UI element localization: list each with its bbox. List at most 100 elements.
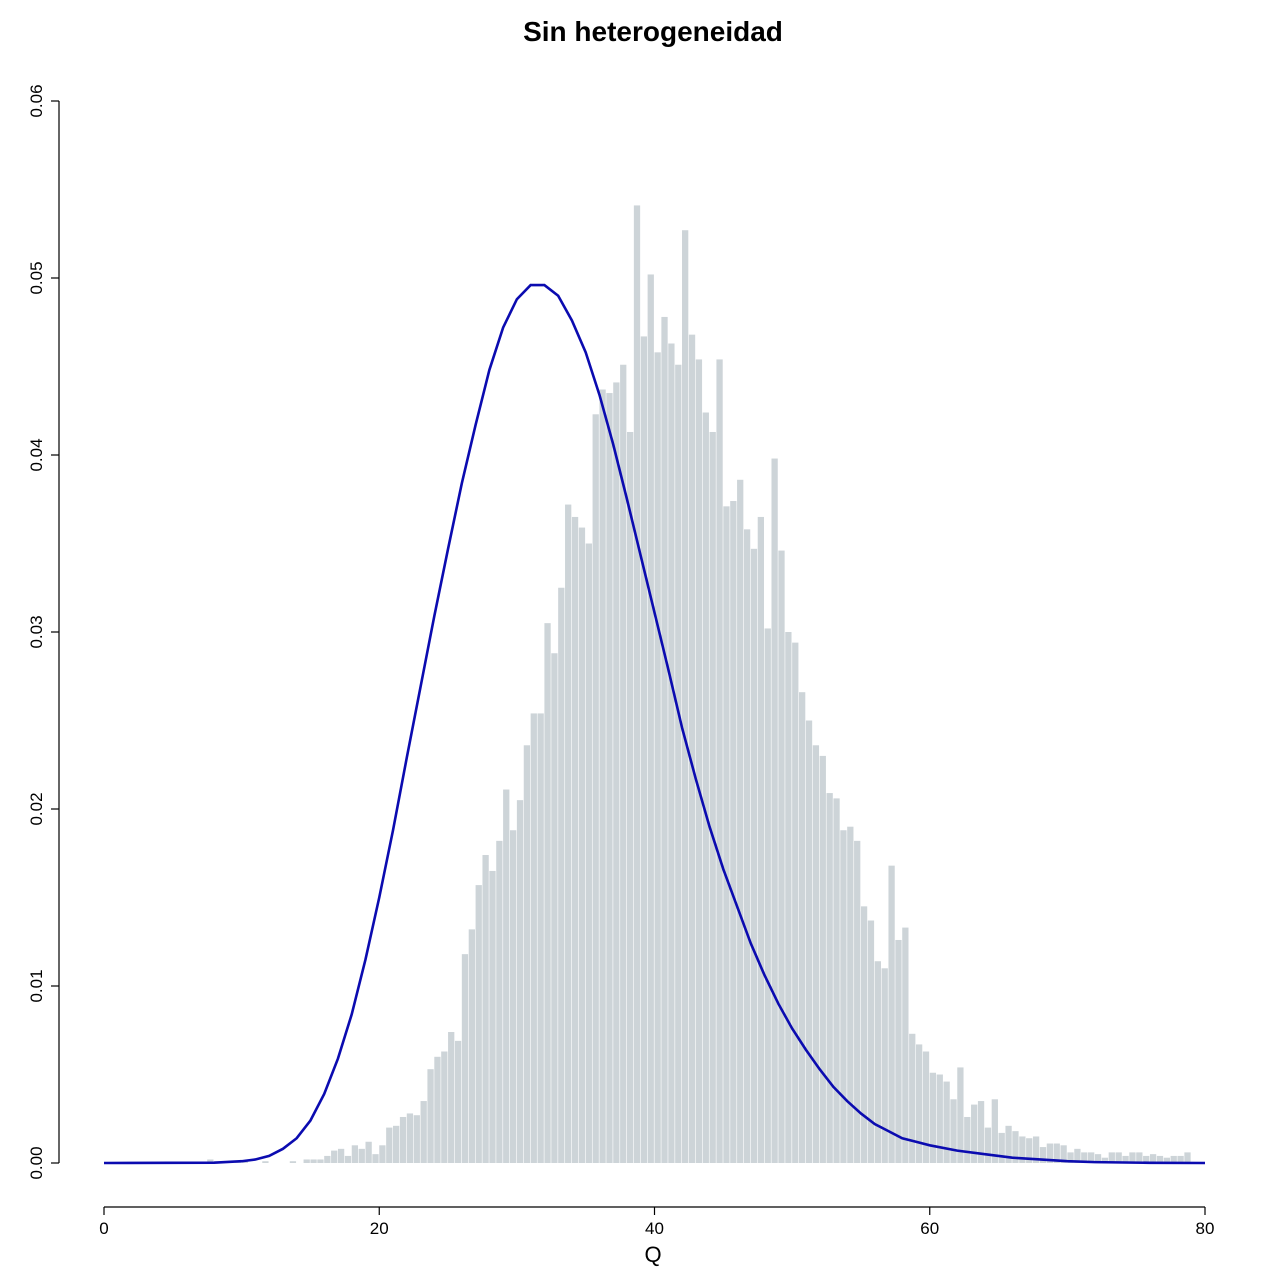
histogram-bar: [812, 745, 820, 1163]
histogram-bar: [351, 1145, 359, 1163]
histogram-bar: [530, 713, 537, 1163]
y-axis: 0.00 0.01 0.02 0.03 0.04 0.05 0.06: [27, 84, 60, 1180]
histogram-bar: [860, 906, 868, 1163]
histogram-bar: [599, 389, 606, 1163]
histogram-bar: [778, 550, 785, 1163]
x-axis: 0 20 40 60 80: [99, 1206, 1214, 1238]
histogram-bar: [358, 1148, 365, 1163]
histogram-bar: [516, 800, 524, 1163]
y-tick-label: 0.05: [27, 261, 46, 294]
histogram-bar: [957, 1067, 964, 1163]
histogram-bar: [489, 870, 496, 1163]
histogram-bar: [757, 516, 764, 1163]
histogram-bar: [585, 543, 592, 1163]
histogram-bar: [413, 1115, 420, 1163]
histogram-bar: [922, 1051, 930, 1163]
histogram-bar: [207, 1159, 214, 1163]
histogram-bar: [792, 642, 799, 1163]
histogram-bar: [496, 840, 503, 1163]
histogram-bar: [1156, 1155, 1164, 1163]
histogram-bar: [998, 1132, 1005, 1163]
histogram-bar: [448, 1032, 455, 1163]
histogram-bar: [1005, 1125, 1012, 1163]
histogram-bar: [854, 840, 861, 1163]
histogram-bar: [475, 885, 482, 1163]
histogram-bar: [675, 364, 682, 1164]
histogram-bar: [1032, 1136, 1040, 1163]
histogram-bar: [936, 1074, 943, 1163]
histogram-bar: [977, 1101, 985, 1163]
histogram-bar: [613, 382, 620, 1163]
y-tick-label: 0.06: [27, 84, 46, 117]
histogram-bar: [1012, 1131, 1019, 1163]
histogram-bar: [840, 830, 847, 1163]
histogram-bar: [1060, 1145, 1067, 1163]
histogram-bar: [633, 205, 641, 1163]
histogram-bar: [1108, 1152, 1115, 1163]
histogram-bar: [888, 865, 895, 1163]
histogram-bar: [324, 1155, 331, 1163]
histogram-bar: [819, 755, 826, 1163]
histogram-bar: [537, 713, 544, 1163]
histogram-bar: [647, 274, 654, 1164]
histogram-bar: [434, 1056, 441, 1163]
histogram-bar: [1039, 1147, 1047, 1163]
histogram-bar: [1074, 1148, 1081, 1163]
histogram-bar: [743, 529, 751, 1163]
histogram-bar: [764, 628, 771, 1163]
histogram-bar: [785, 632, 792, 1163]
histogram-bar: [1026, 1138, 1033, 1163]
histogram-bar: [544, 623, 551, 1163]
histogram-bar: [1019, 1136, 1026, 1163]
histogram-bar: [682, 230, 689, 1163]
histogram-bar: [1184, 1152, 1191, 1163]
histogram-bar: [509, 830, 517, 1163]
histogram-bar: [826, 793, 833, 1163]
histogram-bar: [1149, 1154, 1157, 1163]
histogram-bar: [943, 1081, 950, 1163]
histogram-bar: [523, 745, 531, 1163]
histogram-bar: [482, 855, 489, 1163]
chart-title: Sin heterogeneidad: [523, 16, 783, 47]
histogram-bar: [661, 316, 668, 1163]
histogram-bar: [895, 939, 902, 1163]
histogram-bar: [847, 826, 854, 1163]
density-curve: [103, 283, 1206, 1165]
histogram-bar: [971, 1104, 978, 1163]
y-tick-label: 0.01: [27, 969, 46, 1002]
histogram-bar: [833, 798, 840, 1163]
histogram-bar: [503, 789, 510, 1163]
histogram-bar: [386, 1127, 393, 1163]
histogram-bar: [640, 336, 648, 1163]
x-tick-label: 40: [645, 1219, 664, 1238]
histogram-bar: [750, 548, 758, 1163]
histogram-bar: [551, 653, 558, 1163]
histogram-bar: [578, 527, 586, 1163]
histogram-bar: [723, 506, 730, 1164]
histogram-bar: [867, 920, 875, 1163]
histogram-bar: [771, 458, 778, 1163]
histogram-bar: [1170, 1155, 1177, 1163]
histogram-bar: [399, 1116, 407, 1163]
histogram-bar: [310, 1159, 317, 1163]
histogram-bar: [730, 501, 737, 1163]
histogram-bar: [558, 587, 565, 1163]
histogram-bar: [915, 1044, 923, 1163]
histogram-bar: [1094, 1154, 1102, 1163]
histogram-bar: [799, 692, 806, 1163]
histogram-bar: [303, 1159, 310, 1163]
histogram-bar: [702, 412, 709, 1163]
histogram-bar: [337, 1148, 345, 1163]
histogram-bar: [688, 334, 696, 1163]
histogram-bar: [454, 1040, 462, 1163]
histogram-bar: [620, 364, 627, 1164]
histogram-bar: [984, 1127, 992, 1163]
histogram-bar: [1046, 1143, 1054, 1163]
histogram-bar: [654, 352, 661, 1164]
histogram-bar: [909, 1033, 916, 1163]
histogram-bar: [420, 1101, 427, 1163]
histogram-bar: [709, 431, 716, 1163]
histogram-bar: [1115, 1152, 1122, 1163]
histogram-bar: [1081, 1152, 1088, 1163]
